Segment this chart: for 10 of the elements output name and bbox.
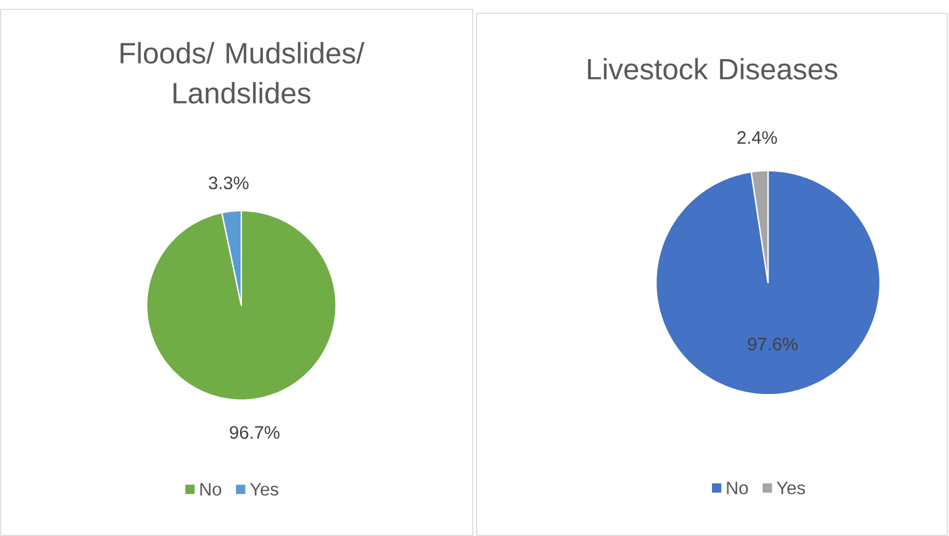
data-label: 97.6% <box>748 338 798 350</box>
data-label: 2.4% <box>737 131 777 144</box>
legend-label: Yes <box>250 483 278 496</box>
chart-title: Livestock Diseases <box>588 58 838 80</box>
legend-label: Yes <box>776 482 805 494</box>
data-label: 3.3% <box>208 176 248 190</box>
data-label: 96.7% <box>230 426 280 439</box>
legend-label: No <box>727 482 748 494</box>
chart-title: Floods/ Mudslides/ Landslides <box>120 42 364 104</box>
legend-label: No <box>200 483 222 496</box>
